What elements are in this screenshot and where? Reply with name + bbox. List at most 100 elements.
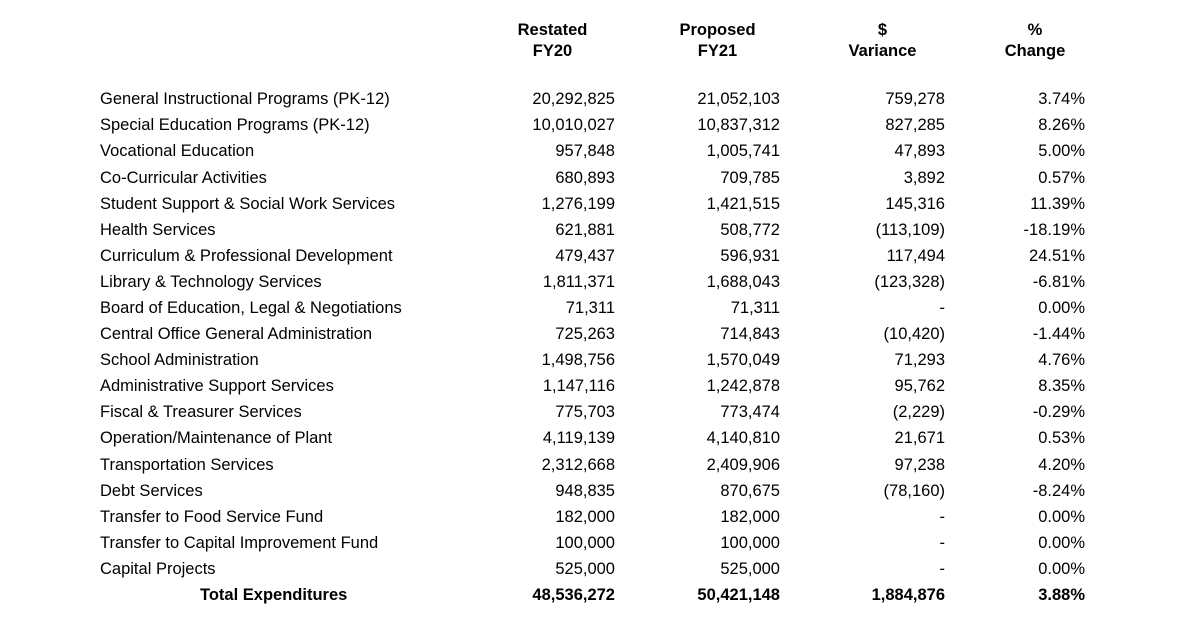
total-var: 1,884,876 [800,587,965,604]
row-variance: - [800,300,965,317]
row-fy20: 725,263 [470,326,635,343]
table-row: Curriculum & Professional Development479… [0,248,1200,265]
row-label: General Instructional Programs (PK-12) [0,91,470,108]
row-label: Fiscal & Treasurer Services [0,404,470,421]
row-pct-change: -1.44% [965,326,1105,343]
row-variance: 827,285 [800,117,965,134]
row-fy20: 948,835 [470,483,635,500]
table-row: Transportation Services2,312,6682,409,90… [0,457,1200,474]
total-fy20: 48,536,272 [470,587,635,604]
row-fy20: 1,498,756 [470,352,635,369]
row-label: Health Services [0,222,470,239]
row-variance: 3,892 [800,170,965,187]
row-fy21: 182,000 [635,509,800,526]
row-fy20: 957,848 [470,143,635,160]
row-label: Debt Services [0,483,470,500]
row-variance: (2,229) [800,404,965,421]
row-fy21: 4,140,810 [635,430,800,447]
table-header-row-1: Restated Proposed $ % [0,20,1200,41]
row-fy20: 20,292,825 [470,91,635,108]
table-row: Board of Education, Legal & Negotiations… [0,300,1200,317]
header-var-line1: $ [800,20,965,41]
row-fy20: 1,811,371 [470,274,635,291]
row-label: Vocational Education [0,143,470,160]
table-row: Vocational Education957,8481,005,74147,8… [0,143,1200,160]
row-fy20: 525,000 [470,561,635,578]
row-pct-change: 8.26% [965,117,1105,134]
table-row: Administrative Support Services1,147,116… [0,378,1200,395]
table-row: Debt Services948,835870,675(78,160)-8.24… [0,483,1200,500]
table-row: Student Support & Social Work Services1,… [0,196,1200,213]
row-variance: 47,893 [800,143,965,160]
row-label: Co-Curricular Activities [0,170,470,187]
row-label: School Administration [0,352,470,369]
table-header-row-2: FY20 FY21 Variance Change [0,41,1200,62]
table-row: Transfer to Capital Improvement Fund 100,… [0,535,1200,552]
table-row: Capital Projects525,000525,000-0.00% [0,561,1200,578]
bottom-crop-overlay [0,618,1200,630]
row-fy20: 1,276,199 [470,196,635,213]
row-variance: - [800,561,965,578]
row-label: Library & Technology Services [0,274,470,291]
table-body: General Instructional Programs (PK-12)20… [0,91,1200,577]
row-variance: 97,238 [800,457,965,474]
total-row: Total Expenditures 48,536,272 50,421,148… [0,587,1200,604]
row-fy21: 508,772 [635,222,800,239]
row-fy20: 71,311 [470,300,635,317]
row-label: Student Support & Social Work Services [0,196,470,213]
row-pct-change: 8.35% [965,378,1105,395]
row-fy20: 775,703 [470,404,635,421]
row-label: Transfer to Capital Improvement Fund [0,535,470,552]
row-pct-change: -0.29% [965,404,1105,421]
row-fy20: 2,312,668 [470,457,635,474]
table-row: Transfer to Food Service Fund182,000182,… [0,509,1200,526]
header-var-line2: Variance [800,41,965,62]
table-row: General Instructional Programs (PK-12)20… [0,91,1200,108]
row-pct-change: -18.19% [965,222,1105,239]
row-label: Operation/Maintenance of Plant [0,430,470,447]
table-row: Co-Curricular Activities680,893709,7853,… [0,170,1200,187]
row-fy21: 71,311 [635,300,800,317]
row-fy21: 100,000 [635,535,800,552]
table-total: Total Expenditures 48,536,272 50,421,148… [0,587,1200,604]
row-fy21: 1,570,049 [635,352,800,369]
row-label: Transportation Services [0,457,470,474]
total-fy21: 50,421,148 [635,587,800,604]
row-variance: 145,316 [800,196,965,213]
total-pct: 3.88% [965,587,1105,604]
row-fy21: 1,688,043 [635,274,800,291]
row-variance: (123,328) [800,274,965,291]
row-label: Capital Projects [0,561,470,578]
row-variance: (78,160) [800,483,965,500]
row-fy21: 1,005,741 [635,143,800,160]
table-row: Special Education Programs (PK-12)10,010… [0,117,1200,134]
row-fy20: 10,010,027 [470,117,635,134]
row-variance: - [800,509,965,526]
row-fy20: 1,147,116 [470,378,635,395]
row-fy21: 709,785 [635,170,800,187]
row-fy21: 21,052,103 [635,91,800,108]
row-pct-change: 11.39% [965,196,1105,213]
row-label: Transfer to Food Service Fund [0,509,470,526]
row-variance: (10,420) [800,326,965,343]
header-fy20-line2: FY20 [470,41,635,62]
row-fy20: 4,119,139 [470,430,635,447]
row-fy20: 479,437 [470,248,635,265]
row-variance: 21,671 [800,430,965,447]
table-row: School Administration1,498,7561,570,0497… [0,352,1200,369]
header-pct-line2: Change [965,41,1105,62]
row-pct-change: 0.00% [965,509,1105,526]
row-variance: 71,293 [800,352,965,369]
row-label: Central Office General Administration [0,326,470,343]
row-pct-change: 24.51% [965,248,1105,265]
header-fy21-line2: FY21 [635,41,800,62]
row-fy21: 1,242,878 [635,378,800,395]
row-fy21: 773,474 [635,404,800,421]
row-pct-change: 0.00% [965,535,1105,552]
row-fy21: 2,409,906 [635,457,800,474]
row-pct-change: 3.74% [965,91,1105,108]
row-fy20: 182,000 [470,509,635,526]
row-pct-change: 4.20% [965,457,1105,474]
table-row: Operation/Maintenance of Plant4,119,1394… [0,430,1200,447]
row-label: Curriculum & Professional Development [0,248,470,265]
